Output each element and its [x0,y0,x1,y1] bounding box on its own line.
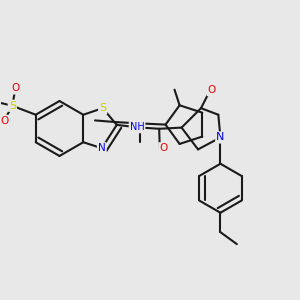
Text: O: O [159,143,167,153]
Text: S: S [9,101,16,111]
Text: N: N [216,133,225,142]
Text: O: O [208,85,216,95]
Text: NH: NH [130,122,144,132]
Text: O: O [11,83,20,94]
Text: N: N [98,143,106,153]
Text: O: O [0,116,8,126]
Text: S: S [99,103,106,113]
